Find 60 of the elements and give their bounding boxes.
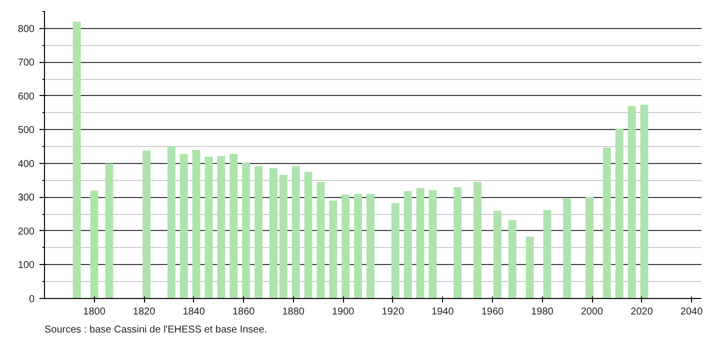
x-tick-label: 1800 [83, 306, 106, 318]
y-tick-label: 100 [18, 260, 35, 272]
x-tick-label: 1920 [382, 306, 404, 318]
bar [602, 148, 611, 298]
source-note: Sources : base Cassini de l'EHESS et base Insee. [44, 324, 268, 336]
bar [316, 182, 325, 298]
x-tick-label: 1940 [432, 306, 454, 318]
bar [428, 190, 437, 298]
bar [493, 210, 502, 298]
x-tick-label: 1860 [232, 306, 256, 318]
bar [217, 156, 226, 298]
y-tick-label: 300 [18, 192, 35, 204]
bar [391, 202, 400, 298]
bar [230, 154, 238, 298]
bar [628, 106, 636, 298]
bar [292, 166, 300, 298]
bar [342, 194, 350, 298]
bar [615, 128, 624, 298]
bar [354, 194, 362, 298]
bar [242, 162, 250, 298]
bar [329, 200, 338, 298]
bar [90, 190, 98, 298]
bar [167, 146, 176, 298]
y-tick-label: 0 [28, 294, 35, 305]
x-tick-label: 1900 [332, 306, 355, 318]
x-tick-label: 2000 [580, 306, 604, 318]
bar [454, 187, 462, 298]
bar [72, 22, 81, 298]
bar [404, 191, 412, 298]
bar [543, 210, 552, 298]
bar [269, 168, 278, 298]
bar [474, 182, 482, 298]
x-tick-label: 1840 [182, 306, 206, 318]
y-tick-label: 500 [18, 125, 35, 136]
bar [142, 150, 151, 298]
bar [526, 236, 534, 298]
bar [279, 174, 288, 298]
x-tick-label: 1880 [282, 306, 305, 318]
x-tick-label: 1820 [132, 306, 156, 318]
y-tick-label: 200 [18, 226, 35, 238]
y-tick-label: 600 [18, 91, 35, 102]
x-tick-label: 1980 [531, 306, 554, 318]
bar [192, 150, 200, 298]
bar [366, 194, 374, 298]
bar [254, 166, 263, 298]
bar [508, 220, 516, 298]
x-tick-label: 1960 [481, 306, 504, 318]
y-tick-label: 700 [18, 58, 35, 69]
x-tick-label: 2040 [680, 306, 704, 318]
bar [304, 172, 312, 298]
bar [640, 104, 648, 298]
bar [105, 163, 114, 298]
y-tick-label: 400 [18, 158, 35, 170]
y-tick-label: 800 [18, 24, 35, 35]
bar [586, 196, 594, 298]
x-tick-label: 2020 [630, 306, 654, 318]
bar [416, 188, 424, 298]
bar [180, 154, 188, 298]
bar [563, 198, 572, 298]
bar [204, 156, 213, 298]
